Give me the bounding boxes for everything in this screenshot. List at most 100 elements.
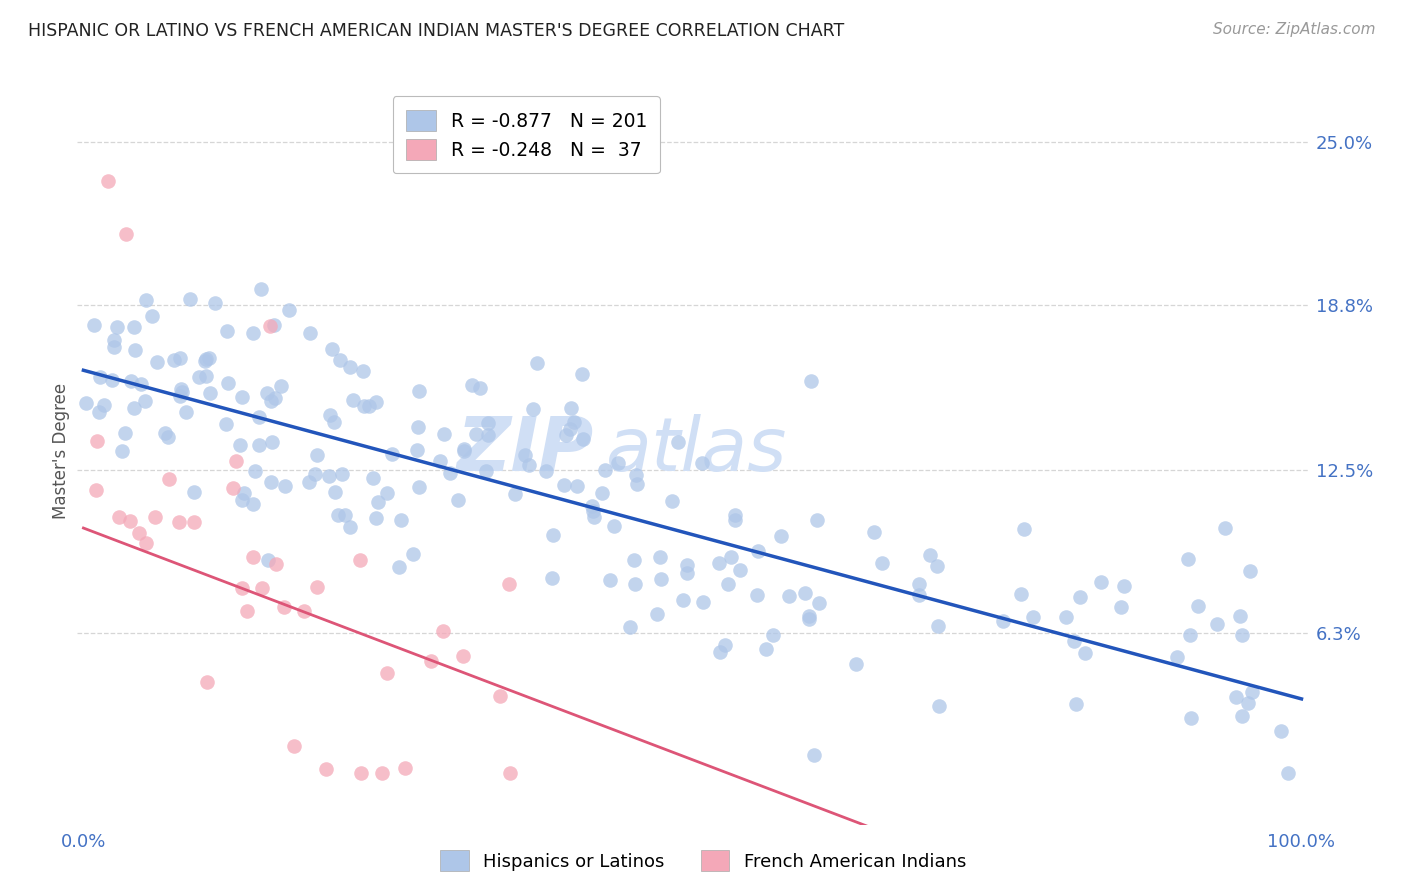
Point — [124, 343, 146, 357]
Point — [350, 765, 373, 780]
Point — [381, 447, 404, 461]
Point — [1241, 685, 1264, 699]
Point — [1239, 564, 1261, 578]
Point — [870, 556, 893, 570]
Point — [143, 510, 166, 524]
Point — [599, 573, 621, 587]
Point — [231, 391, 253, 405]
Point — [498, 577, 520, 591]
Point — [394, 761, 416, 775]
Point — [927, 618, 949, 632]
Point — [661, 494, 683, 508]
Point — [141, 309, 163, 323]
Point — [863, 525, 886, 540]
Point — [717, 577, 740, 591]
Point — [101, 373, 124, 387]
Point — [526, 356, 548, 370]
Point — [692, 595, 714, 609]
Point — [666, 435, 689, 450]
Point — [236, 604, 259, 618]
Point — [541, 528, 564, 542]
Point — [388, 559, 411, 574]
Point — [323, 416, 346, 430]
Point — [565, 479, 588, 493]
Point — [247, 409, 270, 424]
Point — [89, 370, 111, 384]
Point — [231, 493, 253, 508]
Point — [273, 599, 295, 614]
Point — [540, 571, 562, 585]
Point — [307, 448, 329, 462]
Point — [231, 581, 253, 595]
Point — [464, 426, 486, 441]
Point — [724, 513, 747, 527]
Point — [217, 376, 239, 391]
Point — [1178, 628, 1201, 642]
Point — [260, 475, 283, 489]
Point — [135, 535, 157, 549]
Point — [993, 614, 1015, 628]
Point — [623, 553, 645, 567]
Point — [363, 471, 385, 485]
Point — [299, 326, 322, 341]
Point — [84, 483, 107, 497]
Point — [755, 641, 778, 656]
Point — [769, 529, 792, 543]
Point — [728, 563, 751, 577]
Point — [582, 510, 605, 524]
Point — [232, 485, 254, 500]
Point — [169, 351, 191, 365]
Point — [259, 319, 281, 334]
Point — [270, 378, 292, 392]
Point — [364, 511, 387, 525]
Point — [714, 638, 737, 652]
Point — [353, 400, 375, 414]
Point — [335, 508, 357, 522]
Point — [672, 593, 695, 607]
Point — [277, 303, 299, 318]
Point — [571, 368, 593, 382]
Point — [146, 355, 169, 369]
Point — [169, 389, 191, 403]
Point — [1056, 609, 1078, 624]
Point — [1230, 628, 1253, 642]
Point — [357, 399, 380, 413]
Point — [845, 657, 868, 671]
Legend: Hispanics or Latinos, French American Indians: Hispanics or Latinos, French American In… — [433, 843, 973, 879]
Point — [326, 508, 349, 522]
Point — [593, 463, 616, 477]
Point — [349, 553, 371, 567]
Point — [122, 319, 145, 334]
Point — [375, 485, 398, 500]
Point — [591, 486, 613, 500]
Point — [453, 444, 475, 458]
Point — [114, 425, 136, 440]
Point — [1237, 696, 1260, 710]
Point — [1225, 690, 1247, 704]
Point — [778, 589, 800, 603]
Point — [1213, 521, 1236, 535]
Point — [105, 320, 128, 334]
Point — [339, 519, 361, 533]
Point — [195, 675, 218, 690]
Point — [204, 295, 226, 310]
Point — [217, 324, 239, 338]
Point — [724, 508, 747, 522]
Point — [1090, 574, 1112, 589]
Point — [134, 293, 156, 307]
Point — [797, 609, 820, 624]
Point — [111, 444, 134, 458]
Point — [283, 739, 305, 753]
Point — [606, 456, 628, 470]
Point — [188, 370, 211, 384]
Legend: R = -0.877   N = 201, R = -0.248   N =  37: R = -0.877 N = 201, R = -0.248 N = 37 — [392, 96, 661, 174]
Point — [157, 472, 180, 486]
Point — [720, 549, 742, 564]
Point — [323, 485, 346, 500]
Point — [195, 369, 218, 384]
Point — [367, 495, 389, 509]
Point — [118, 514, 141, 528]
Point — [408, 384, 430, 398]
Point — [315, 762, 337, 776]
Point — [581, 499, 603, 513]
